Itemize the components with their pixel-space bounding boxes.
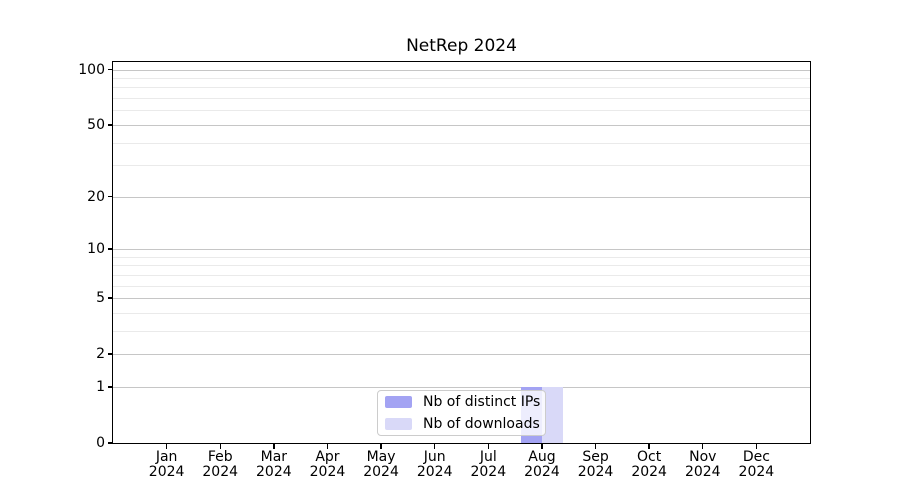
gridline-minor [113,110,810,112]
gridline-minor [113,142,810,144]
x-tick-label: Dec 2024 [738,449,775,480]
x-tick [273,444,275,449]
x-tick-label: Oct 2024 [631,449,667,480]
y-tick [108,353,113,355]
y-tick-label: 20 [87,188,105,205]
plot-border [112,61,811,444]
gridline-minor [113,274,810,276]
gridline-minor [113,87,810,89]
y-tick-label: 5 [96,290,105,307]
x-tick-label: Jul 2024 [470,449,507,480]
legend-swatch-nb-of-distinct-ips [385,396,412,408]
x-tick [594,444,597,449]
x-tick-label: Nov 2024 [684,449,721,480]
y-tick-label: 0 [96,435,105,451]
legend-label: Nb of downloads [423,416,540,432]
y-tick-label: 1 [96,378,105,395]
gridline-minor [113,330,810,332]
x-tick [487,444,489,449]
x-tick [219,444,221,449]
bar-nb-of-downloads [541,386,563,443]
x-tick [755,444,758,449]
x-tick-label: Jan 2024 [148,449,185,480]
gridline-major [113,354,810,356]
legend-swatch-nb-of-downloads [385,418,412,430]
x-tick-label: Jun 2024 [416,449,453,480]
gridline-minor [113,78,810,80]
x-tick-label: Feb 2024 [202,449,239,480]
y-tick [108,195,113,198]
x-tick [433,444,436,449]
gridline-minor [113,312,810,314]
gridline-major [113,124,810,126]
gridline-major [113,249,810,250]
x-tick-label: Apr 2024 [309,449,346,480]
gridline-major [113,386,810,388]
x-tick-label: Sep 2024 [577,449,614,480]
x-tick [165,444,168,449]
x-tick-label: May 2024 [363,449,399,480]
x-tick-label: Aug 2024 [524,449,560,480]
y-tick [108,442,113,444]
gridline-major [113,69,810,71]
chart-title: NetRep 2024 [406,36,517,56]
y-tick-label: 10 [87,241,105,257]
x-tick-label: Mar 2024 [256,449,292,480]
gridline-minor [113,265,810,267]
x-tick [648,444,650,449]
x-tick [380,444,382,449]
y-tick [108,68,113,71]
gridline-minor [113,98,810,100]
y-tick [108,386,113,388]
legend: Nb of distinct IPs Nb of downloads [377,390,546,436]
x-tick [702,444,704,449]
y-tick-label: 2 [96,346,105,363]
gridline-major [113,196,810,198]
y-tick [108,297,113,299]
legend-entry-nb-of-distinct-ips: Nb of distinct IPs [385,393,541,411]
y-tick [108,248,113,250]
gridline-minor [113,285,810,287]
legend-label: Nb of distinct IPs [423,394,541,410]
gridline-major [113,298,810,300]
gridline-minor [113,256,810,258]
legend-entry-nb-of-downloads: Nb of downloads [385,415,540,433]
x-tick [326,444,329,449]
y-tick-label: 50 [87,116,105,133]
y-tick [108,124,113,126]
gridline-minor [113,165,810,167]
y-tick-label: 100 [78,61,105,78]
x-tick [541,444,543,449]
